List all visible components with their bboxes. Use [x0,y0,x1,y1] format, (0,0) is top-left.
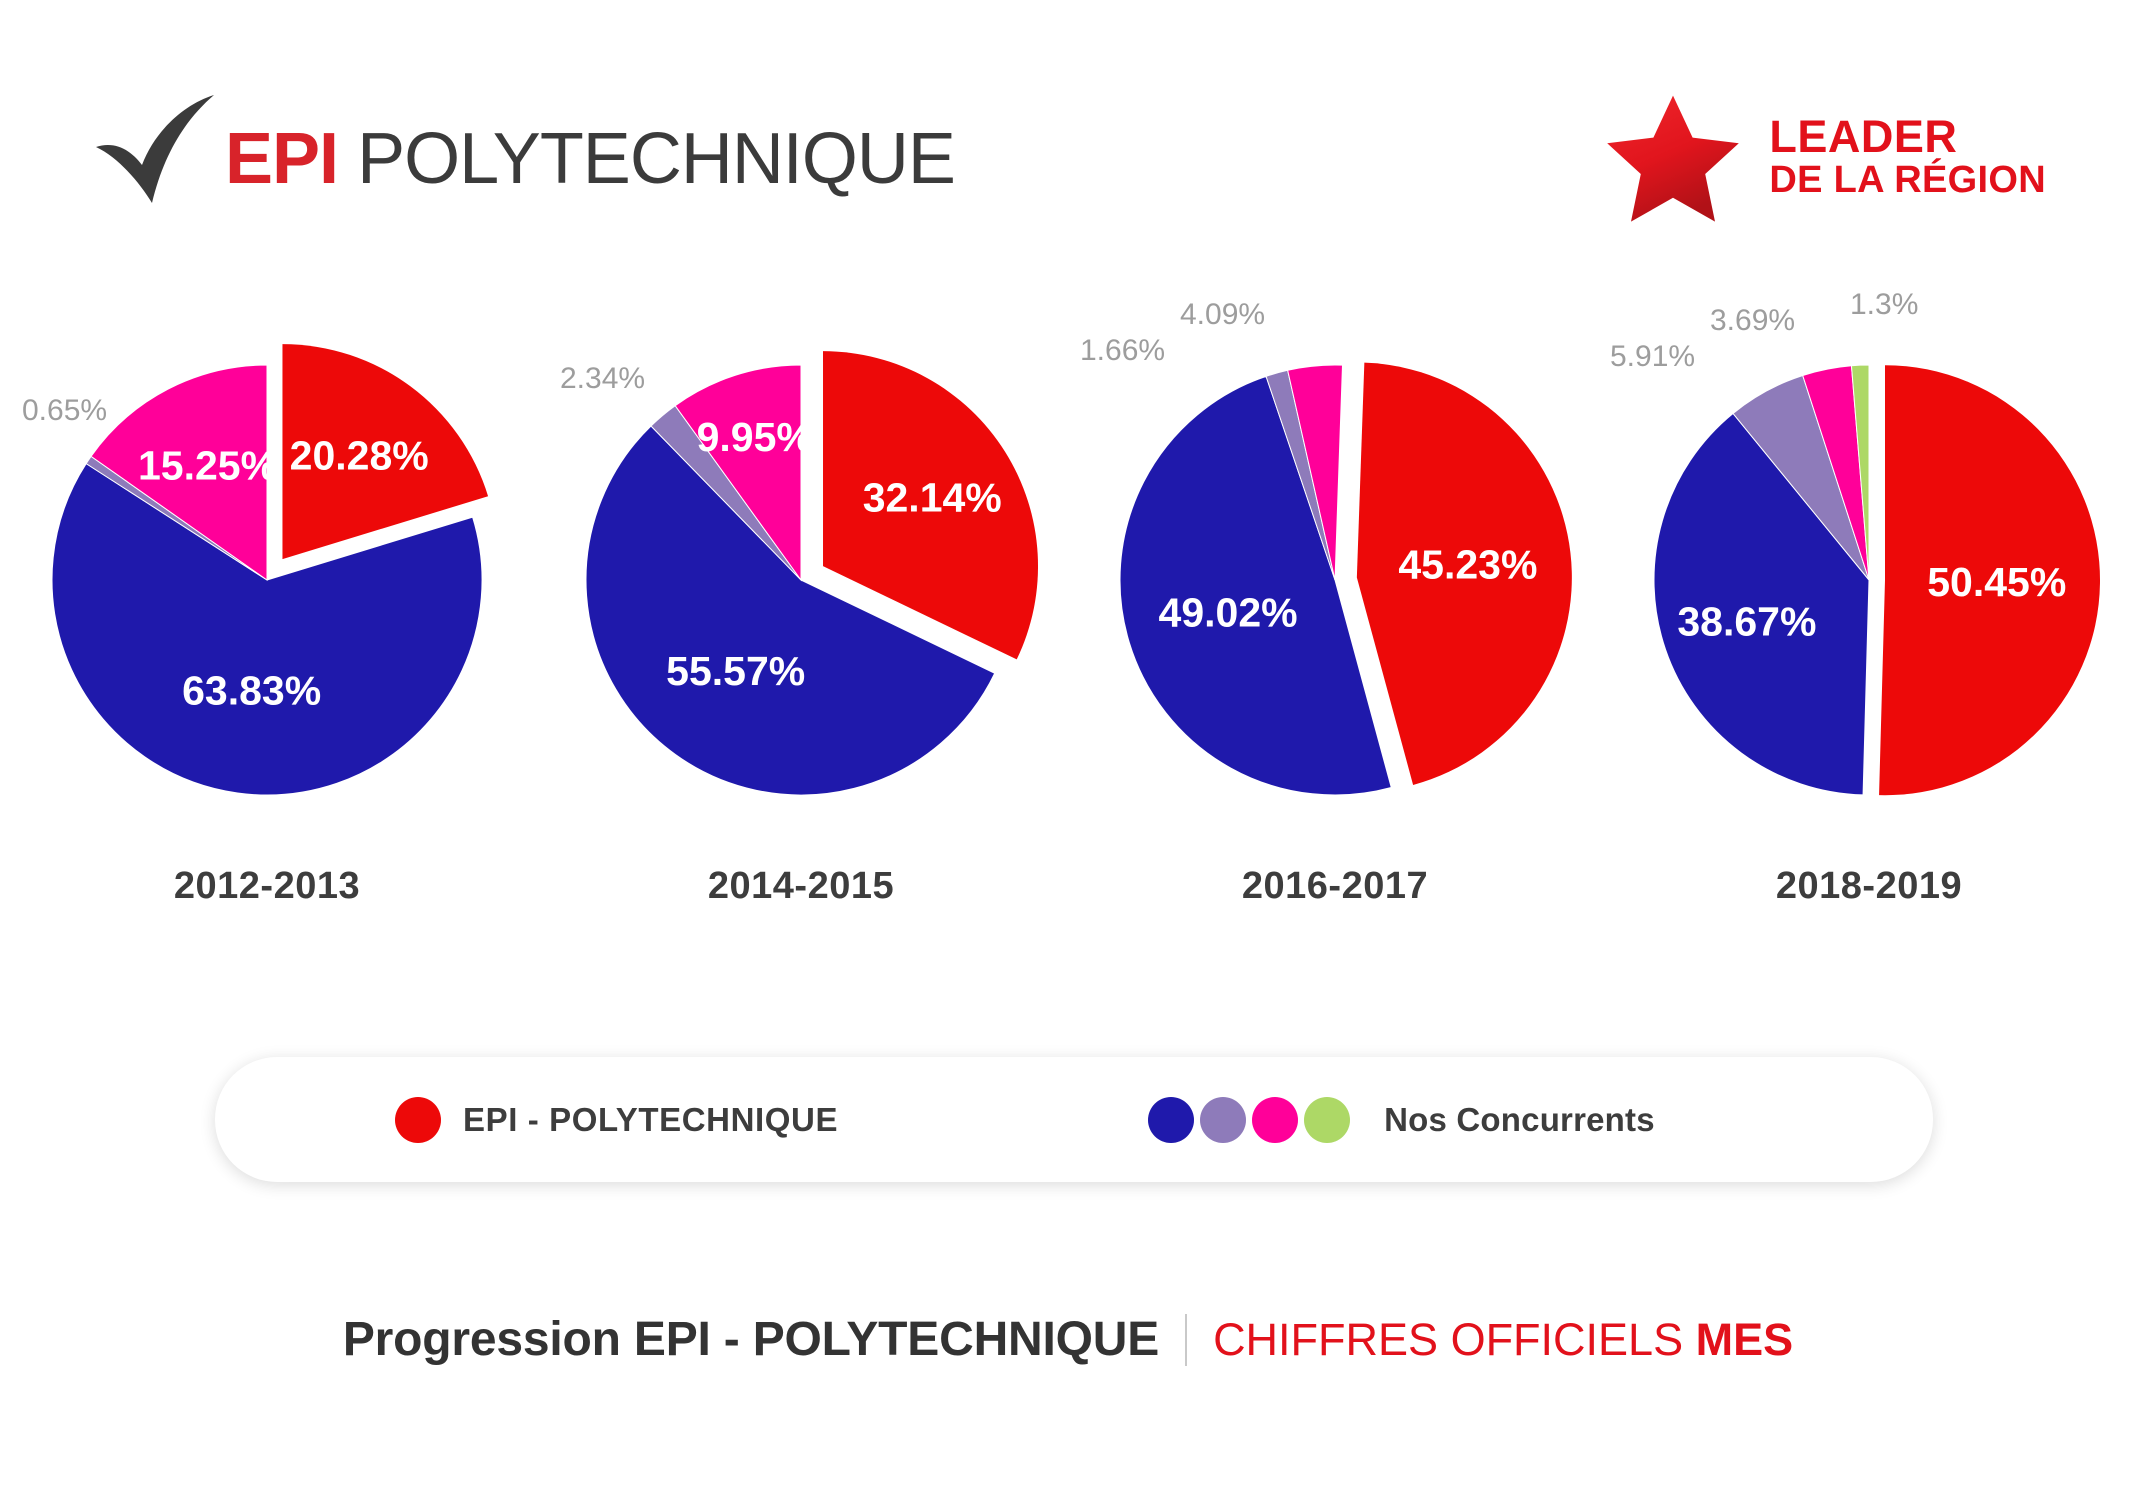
pie-slice-label: 2.34% [560,362,645,395]
badge-line-1: LEADER [1769,111,1958,163]
footer-subtitle: CHIFFRES OFFICIELS MES [1213,1314,1793,1366]
pie-slice-label: 32.14% [863,475,1002,521]
pie-slice [282,344,489,560]
brand-name-rest: POLYTECHNIQUE [338,118,956,199]
footer: Progression EPI - POLYTECHNIQUE CHIFFRES… [0,1312,2136,1367]
pie-slice-label: 55.57% [666,648,805,694]
pie-chart-2016-2017: 45.23% 49.02% 1.66% 4.09% 2016-2017 [1068,298,1602,1000]
pie-slice-label: 0.65% [22,394,107,427]
pie-slice-label: 15.25% [138,443,277,489]
pie-slices-0 [51,344,489,796]
star-icon [1607,95,1740,222]
pie-slice-label: 45.23% [1398,542,1537,588]
pie-slice [823,351,1039,660]
legend-item-competitors: Nos Concurrents [1148,1096,1655,1143]
pie-slice-label: 20.28% [290,432,429,478]
pie-slice [1850,364,1870,581]
badge-line-2: DE LA RÉGION [1769,158,2046,201]
pie-slice [1356,362,1572,785]
pie-svg-1: 32.14% 55.57% 2.34% 9.95% [560,351,1039,796]
year-label-1: 2014-2015 [707,865,895,907]
brand-name-accent: EPI [225,118,339,199]
check-mark-icon [96,95,214,203]
legend-dot-epi [395,1096,441,1143]
pie-chart-2014-2015: 32.14% 55.57% 2.34% 9.95% 2014-2015 [534,300,1068,1000]
pie-labels-1: 32.14% 55.57% 2.34% 9.95% [560,362,1002,694]
pie-labels-0: 20.28% 63.83% 0.65% 15.25% [22,394,429,714]
pie-slice-label: 38.67% [1677,599,1816,645]
brand-logo: EPI POLYTECHNIQUE [90,95,956,216]
pie-chart-2012-2013: 20.28% 63.83% 0.65% 15.25% 2012-2013 [0,300,534,1000]
pie-slice-label: 49.02% [1159,590,1298,636]
pie-slice-label: 1.66% [1080,334,1165,367]
leader-badge: LEADER DE LA RÉGION [1603,90,2046,230]
footer-subtitle-bold: MES [1695,1313,1794,1365]
legend-dot-competitor-2 [1200,1096,1247,1143]
pie-slice-label: 5.91% [1610,340,1695,373]
pie-labels-2: 45.23% 49.02% 1.66% 4.09% [1080,298,1537,636]
legend-dot-competitor-4 [1304,1096,1351,1143]
pie-slice-label: 9.95% [697,414,813,460]
header: EPI POLYTECHNIQUE LEADER DE LA RÉGION [0,0,2136,290]
pie-chart-2018-2019: 50.45% 38.67% 5.91% 3.69% 1.3% 2018-2019 [1602,288,2136,1000]
pie-slice-label: 1.3% [1850,288,1918,321]
pie-slice [90,364,268,581]
pie-chart-row: 20.28% 63.83% 0.65% 15.25% 2012-2013 32.14%… [0,288,2136,1000]
pie-slice [585,425,996,796]
legend-dot-competitor-3 [1252,1096,1299,1143]
legend-label-epi: EPI - POLYTECHNIQUE [463,1100,839,1138]
legend-dot-competitor-1 [1148,1096,1195,1143]
pie-slice [1879,365,2100,796]
brand-name: EPI POLYTECHNIQUE [225,123,956,199]
pie-labels-3: 50.45% 38.67% 5.91% 3.69% 1.3% [1610,288,2066,645]
pie-slice-label: 50.45% [1927,559,2066,605]
pie-slice [674,364,802,582]
pie-slice [1119,375,1392,796]
pie-slice [51,462,483,796]
pie-slice-label: 63.83% [182,668,321,714]
pie-slices-1 [585,351,1039,796]
footer-title: Progression EPI - POLYTECHNIQUE [342,1313,1160,1366]
legend: EPI - POLYTECHNIQUE Nos Concurrents [215,1057,1933,1182]
pie-svg-2: 45.23% 49.02% 1.66% 4.09% [1080,298,1572,796]
pie-slices-3 [1653,364,2100,796]
year-label-2: 2016-2017 [1241,865,1429,907]
year-label-3: 2018-2019 [1775,865,1963,907]
pie-slices-2 [1119,362,1572,796]
pie-slice [1653,412,1870,796]
legend-dots-competitors [1148,1096,1351,1143]
pie-slice-label: 3.69% [1710,304,1795,337]
badge-text: LEADER DE LA RÉGION [1769,111,2046,205]
legend-label-competitors: Nos Concurrents [1384,1100,1655,1138]
year-label-0: 2012-2013 [173,865,361,907]
footer-subtitle-normal: CHIFFRES OFFICIELS [1213,1313,1696,1365]
footer-divider [1185,1313,1188,1366]
pie-slice [1287,364,1344,581]
pie-svg-0: 20.28% 63.83% 0.65% 15.25% [22,344,489,796]
pie-svg-3: 50.45% 38.67% 5.91% 3.69% 1.3% [1610,288,2100,796]
legend-item-epi: EPI - POLYTECHNIQUE [395,1096,839,1143]
pie-slice-label: 4.09% [1180,298,1265,331]
